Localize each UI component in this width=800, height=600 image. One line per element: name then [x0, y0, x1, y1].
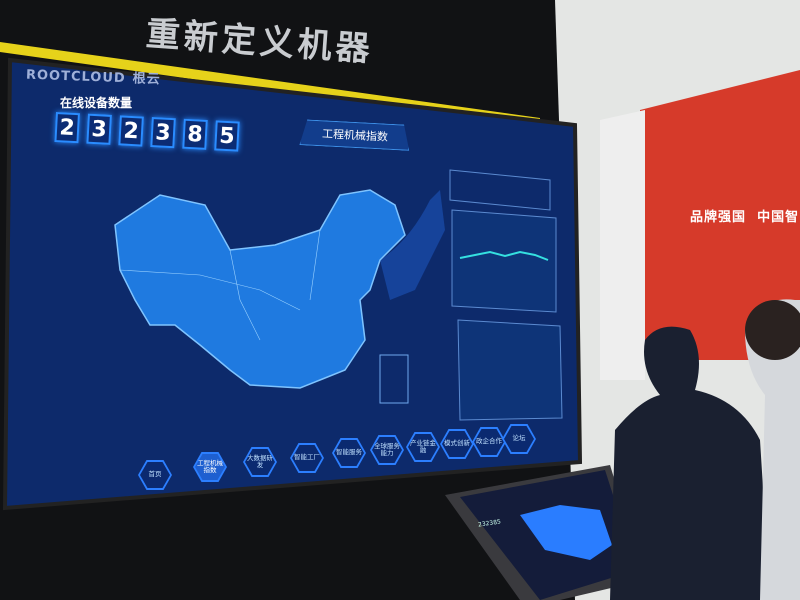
person-right	[745, 299, 800, 600]
china-map	[114, 189, 406, 389]
booth-slogan-1: 品牌强国	[690, 210, 747, 225]
counter-digit: 2	[118, 115, 144, 147]
counter-digit: 3	[86, 113, 112, 145]
person-left	[610, 326, 770, 600]
counter-digit: 2	[54, 112, 80, 144]
logo-text: ROOTCLOUD	[25, 67, 126, 87]
logo-text-cn: 根云	[132, 71, 161, 88]
red-booth-wall	[640, 70, 800, 360]
counter-digit: 5	[214, 120, 240, 152]
nav-machinery-index[interactable]: 工程机械指数	[193, 452, 227, 482]
online-devices-label: 在线设备数量	[60, 96, 133, 110]
nav-home[interactable]: 首页	[138, 460, 172, 490]
nav-cooperation[interactable]: 政企合作	[472, 427, 506, 457]
booth-slogan-2: 中国智	[757, 210, 800, 225]
counter-digit: 3	[150, 117, 176, 149]
booth-slogan: 品牌强国 中国智	[690, 206, 799, 225]
nav-forum[interactable]: 论坛	[502, 424, 536, 454]
counter-digit: 8	[182, 118, 208, 150]
